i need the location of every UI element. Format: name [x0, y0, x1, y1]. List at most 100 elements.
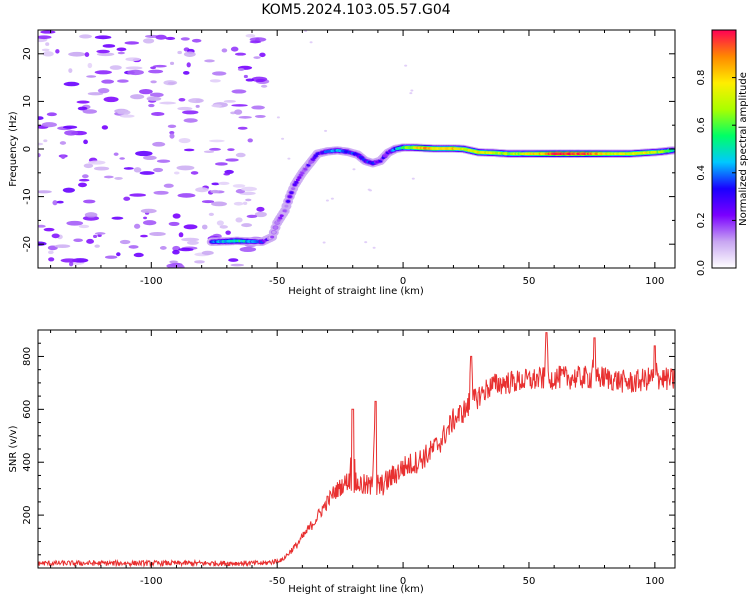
spectrogram-noise-cell [140, 208, 157, 214]
snr-x-tick-label-0: -100 [140, 576, 163, 587]
spectrogram-noise-cell [155, 34, 167, 40]
spectrogram-noise-cell [172, 213, 181, 219]
spectrogram-noise-cell [411, 177, 415, 180]
spectrogram-noise-cell [172, 245, 181, 252]
spectrogram-ridge-cell [275, 221, 280, 225]
spectrogram-x-axis-label: Height of straight line (km) [288, 286, 424, 297]
spectrogram-noise-cell [86, 75, 97, 78]
spectrogram-noise-cell [225, 158, 239, 162]
spectrogram-noise-cell [204, 59, 215, 63]
spectrogram-frame [37, 29, 676, 269]
spectrogram-noise-cell [86, 238, 95, 244]
spectrogram-noise-cell [364, 241, 368, 244]
spectrogram-noise-cell [177, 193, 196, 198]
spectrogram-noise-cell [256, 206, 265, 212]
spectrogram-noise-cell [77, 106, 88, 111]
spectrogram-noise-cell [177, 106, 193, 111]
spectrogram-noise-cell [38, 190, 52, 194]
spectrogram-noise-cell [96, 49, 110, 54]
spectrogram-noise-cell [78, 178, 90, 182]
spectrogram-noise-cell [88, 160, 106, 165]
spectrogram-noise-cell [228, 258, 239, 262]
spectrogram-noise-cell [94, 70, 112, 75]
spectrogram-noise-cell [142, 38, 155, 44]
spectrogram-noise-cell [322, 241, 326, 244]
spectrogram-noise-cell [211, 201, 228, 207]
spectrogram-noise-cell [156, 159, 171, 163]
spectrogram-noise-cell [149, 92, 164, 98]
spectrogram-noise-cell [123, 167, 134, 170]
spectrogram-noise-cell [139, 171, 155, 175]
spectrogram-noise-cell [109, 65, 122, 70]
spectrogram-noise-cell [231, 89, 247, 94]
spectrogram-noise-cell [190, 171, 199, 175]
colorbar-tick-label-3: 0.6 [696, 117, 707, 133]
spectrogram-x-tick-label-2: 0 [400, 276, 406, 287]
spectrogram-x-tick-label-0: -100 [140, 276, 163, 287]
spectrogram-noise-cell [82, 109, 98, 114]
spectrogram-noise-cell [148, 103, 155, 108]
spectrogram-noise-cell [186, 62, 191, 68]
spectrogram-noise-cell [40, 30, 56, 34]
spectrogram-noise-cell [237, 68, 245, 71]
spectrogram-noise-cell [54, 244, 71, 248]
spectrogram-noise-cell [114, 176, 123, 180]
spectrogram-x-tick-label-4: 100 [645, 276, 664, 287]
spectrogram-y-tick-label-0: -20 [22, 236, 33, 252]
spectrogram-noise-cell [195, 187, 209, 193]
spectrogram-noise-cell [281, 137, 285, 140]
spectrogram-noise-cell [221, 48, 228, 53]
spectrogram-noise-cell [83, 139, 88, 145]
spectrogram-noise-cell [133, 252, 144, 258]
spectrogram-noise-cell [232, 184, 246, 188]
spectrogram-noise-cell [45, 42, 50, 46]
spectrogram-noise-cell [201, 250, 214, 256]
spectrogram-ridge-cell [298, 173, 303, 177]
spectrogram-noise-cell [59, 141, 67, 145]
spectrogram-noise-cell [309, 41, 313, 44]
spectrogram-noise-cell [113, 152, 119, 156]
spectrogram-noise-cell [410, 89, 414, 92]
snr-y-tick-label-0: 200 [22, 506, 33, 525]
spectrogram-noise-cell [237, 126, 248, 130]
spectrogram-noise-cell [170, 61, 175, 65]
spectrogram-noise-cell [125, 57, 141, 62]
spectrogram-noise-cell [233, 201, 244, 206]
spectrogram-ridge-cell [270, 235, 275, 239]
spectrogram-ridge-cell [286, 199, 291, 203]
spectrogram-noise-cell [304, 30, 308, 33]
spectrogram-noise-cell [60, 258, 78, 263]
spectrogram-noise-cell [169, 133, 175, 139]
colorbar-label: Normalized spectral amplitude [738, 72, 749, 226]
spectrogram-noise-cell [159, 246, 167, 250]
spectrogram-noise-cell [149, 231, 166, 237]
spectrogram-noise-cell [276, 116, 280, 119]
spectrogram-ridge-cell [294, 180, 299, 184]
spectrogram-ridge-cell [282, 209, 287, 213]
spectrogram-noise-cell [127, 69, 144, 76]
spectrogram-noise-cell [254, 114, 266, 118]
spectrogram-noise-cell [116, 47, 127, 52]
spectrogram-noise-cell [38, 142, 44, 146]
spectrogram-noise-cell [167, 81, 176, 85]
spectrogram-noise-cell [183, 51, 196, 57]
spectrogram-noise-cell [234, 109, 243, 115]
spectrogram-noise-cell [169, 131, 175, 135]
spectrogram-noise-cell [251, 105, 265, 110]
spectrogram-noise-cell [254, 211, 267, 218]
spectrogram-noise-cell [241, 186, 257, 192]
spectrogram-noise-cell [372, 246, 376, 249]
spectrogram-ridge-cell [281, 211, 286, 215]
spectrogram-noise-cell [41, 48, 50, 52]
spectrogram-noise-cell [94, 35, 112, 40]
spectrogram-ridge-cell [291, 187, 296, 191]
spectrogram-noise-cell [56, 200, 64, 204]
spectrogram-noise-cell [201, 224, 208, 230]
spectrogram-noise-cell [208, 139, 225, 143]
snr-y-ticks: 200 400 600 800 [22, 329, 675, 569]
spectrogram-noise-cell [117, 109, 131, 115]
spectrogram-noise-cell [245, 33, 256, 38]
spectrogram-noise-cell [255, 78, 266, 83]
spectrogram-noise-cell [142, 155, 157, 160]
